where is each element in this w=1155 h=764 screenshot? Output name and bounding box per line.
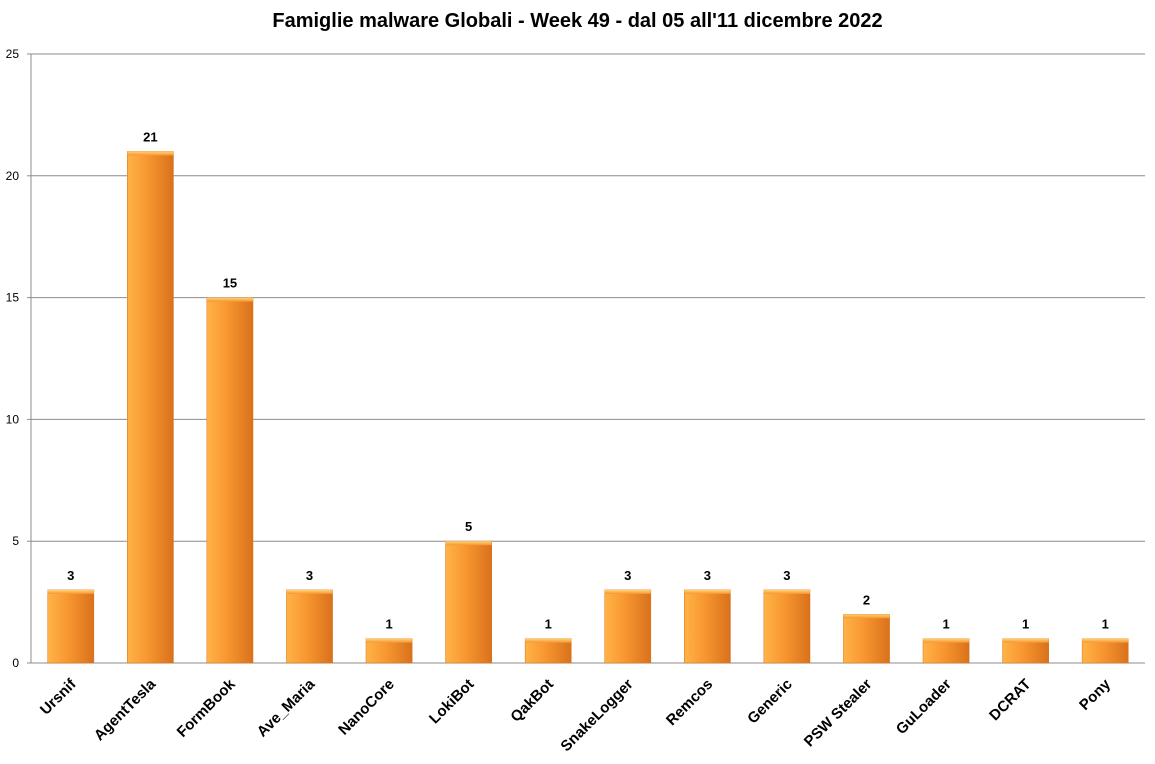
bar-cap [1002,638,1049,643]
chart-title: Famiglie malware Globali - Week 49 - dal… [272,10,883,32]
bar-nanocore [365,638,413,664]
bar-layer [47,151,1129,664]
bar-cap [127,151,174,156]
y-tick-label: 20 [6,169,20,183]
bar-ave-maria [286,589,333,664]
bar-formbook [206,297,254,664]
bar-generic [763,589,811,664]
x-tick-label: Ursnif [37,675,80,718]
x-tick-label: Pony [1076,675,1114,713]
bar-cap [1082,638,1129,643]
data-label: 3 [624,568,631,583]
x-tick-label: AgentTesla [91,675,160,744]
data-label: 1 [385,617,392,632]
y-tick-label: 10 [6,412,20,426]
data-label: 1 [942,617,949,632]
grid-layer [31,53,1145,542]
y-tick-label: 0 [12,656,19,670]
data-label: 21 [143,129,157,144]
data-label: 15 [223,276,237,291]
bar-dcrat [1002,638,1049,664]
x-tick-label: LokiBot [426,676,477,727]
bar-snakelogger [604,589,652,664]
x-tick-label: QakBot [507,676,557,726]
data-label: 1 [1102,617,1109,632]
bar-remcos [684,589,731,664]
x-tick-label: GuLoader [893,676,955,738]
bar-cap [525,638,572,643]
x-tick-label: PSW Stealer [801,676,876,751]
x-tick-label: NanoCore [335,676,398,739]
bar-cap [922,638,970,643]
y-tick-label: 15 [6,291,20,305]
x-tick-label: Ave_Maria [254,675,319,740]
data-label: 5 [465,519,472,534]
bar-cap [763,589,811,594]
x-tick-label: Remcos [663,676,716,729]
bar-pony [1081,638,1129,664]
bar-cap [286,589,333,594]
bar-cap [604,589,651,594]
x-tick-label: SnakeLogger [557,676,636,755]
x-tick-label: Generic [744,676,796,728]
x-tick-label: FormBook [174,675,240,741]
data-label: 3 [783,568,790,583]
bar-guloader [922,638,970,664]
bar-agenttesla [127,151,174,664]
bar-cap [843,614,890,619]
data-label: 1 [545,617,552,632]
bar-ursnif [47,589,95,664]
y-tick-label: 25 [6,47,20,61]
bar-cap [445,541,492,546]
data-label: 3 [306,568,313,583]
data-label: 2 [863,592,870,607]
x-tick-label: DCRAT [986,676,1034,724]
bar-cap [206,297,254,302]
bar-psw-stealer [843,614,890,664]
bar-cap [365,638,413,643]
data-label: 1 [1022,617,1029,632]
y-tick-label: 5 [12,534,19,548]
data-label: 3 [67,568,74,583]
bar-cap [47,589,94,594]
data-label: 3 [704,568,711,583]
bar-cap [684,589,731,594]
bar-lokibot [445,540,492,664]
